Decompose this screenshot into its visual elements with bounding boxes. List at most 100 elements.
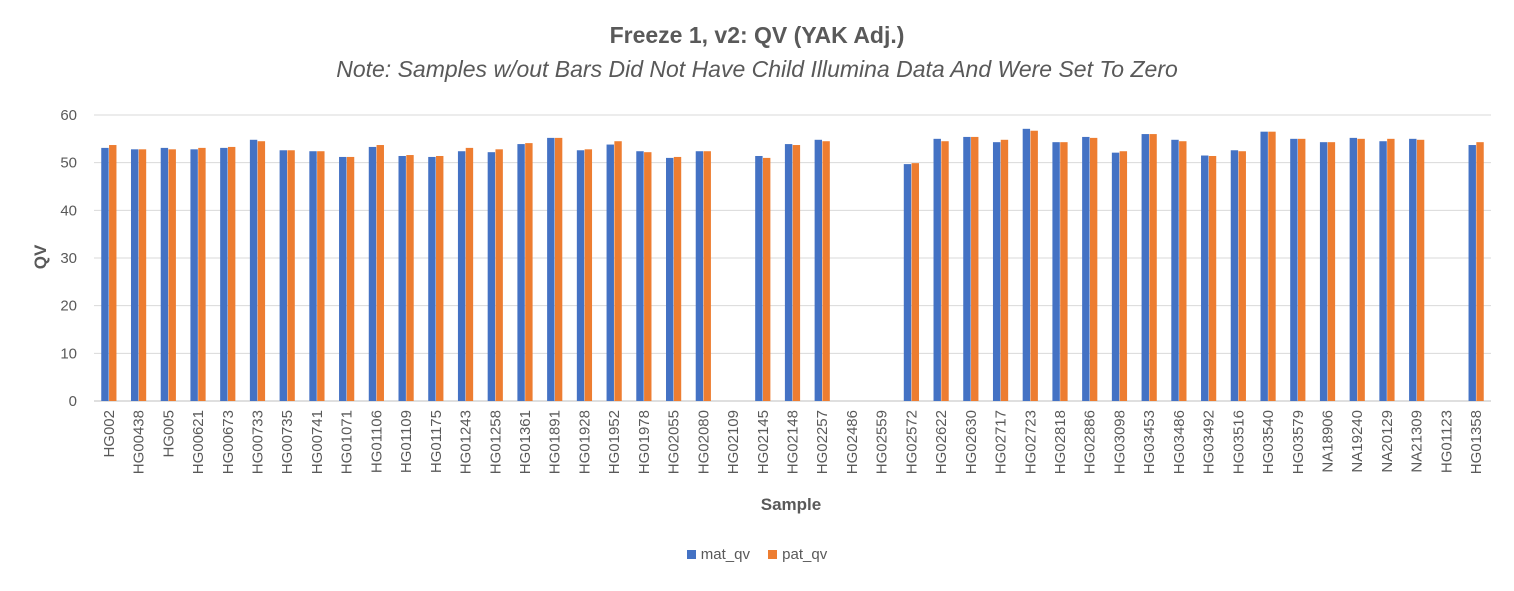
bar-mat_qv-HG01071 <box>339 156 347 401</box>
bar-pat_qv-HG02257 <box>822 141 830 401</box>
bars <box>101 128 1484 402</box>
x-tick-label: HG02559 <box>874 410 891 474</box>
y-tick-label: 60 <box>60 107 77 124</box>
x-tick-label: HG01978 <box>636 410 653 474</box>
bar-mat_qv-HG01109 <box>398 155 406 401</box>
bar-pat_qv-HG02148 <box>792 145 801 401</box>
bar-mat_qv-HG02886 <box>1082 136 1090 401</box>
bar-mat_qv-HG01243 <box>457 151 466 401</box>
bar-mat_qv-HG01106 <box>368 146 377 401</box>
bar-pat_qv-HG01243 <box>465 147 474 401</box>
bar-pat_qv-HG03098 <box>1119 151 1128 401</box>
bar-pat_qv-HG02630 <box>971 136 979 401</box>
bar-pat_qv-NA18906 <box>1327 142 1336 402</box>
bar-mat_qv-HG00735 <box>279 150 287 401</box>
bar-mat_qv-HG03516 <box>1230 150 1239 401</box>
chart-title: Freeze 1, v2: QV (YAK Adj.) <box>609 22 905 48</box>
bar-pat_qv-HG02572 <box>911 163 919 401</box>
bar-pat_qv-HG00621 <box>198 147 206 401</box>
x-tick-label: HG01175 <box>428 410 445 473</box>
bar-mat_qv-HG01358 <box>1468 145 1476 401</box>
x-tick-label: HG02486 <box>844 410 861 474</box>
bar-mat_qv-HG01361 <box>517 144 525 401</box>
bar-mat_qv-HG01928 <box>576 150 585 401</box>
bar-mat_qv-HG02630 <box>963 136 971 401</box>
x-tick-label: HG02622 <box>933 410 950 474</box>
x-tick-label: HG02080 <box>695 410 712 474</box>
x-tick-label: HG01243 <box>458 410 475 474</box>
bar-mat_qv-HG01952 <box>606 144 614 402</box>
bar-pat_qv-NA21309 <box>1416 139 1425 402</box>
bar-mat_qv-HG002 <box>101 147 109 401</box>
x-tick-label: HG01106 <box>368 410 385 473</box>
bar-pat_qv-HG03492 <box>1208 155 1217 401</box>
bar-mat_qv-HG00673 <box>220 147 228 401</box>
bar-pat_qv-HG02886 <box>1089 137 1098 401</box>
bar-mat_qv-HG03453 <box>1141 134 1149 401</box>
x-tick-label: HG02055 <box>666 410 683 474</box>
y-tick-label: 40 <box>60 202 77 219</box>
bar-pat_qv-HG01071 <box>346 156 355 401</box>
bar-pat_qv-HG02723 <box>1030 130 1038 402</box>
legend-label-pat: pat_qv <box>782 546 828 563</box>
chart-subtitle: Note: Samples w/out Bars Did Not Have Ch… <box>336 56 1178 82</box>
bar-pat_qv-HG00741 <box>317 151 325 401</box>
bar-pat_qv-HG02080 <box>703 151 711 401</box>
bar-pat_qv-HG01109 <box>406 155 414 401</box>
bar-pat_qv-HG01361 <box>525 143 533 401</box>
x-tick-label: HG02148 <box>785 410 802 474</box>
x-tick-label: HG02109 <box>725 410 742 474</box>
bar-mat_qv-HG01258 <box>487 152 496 401</box>
x-tick-label: HG01952 <box>606 410 623 474</box>
bar-pat_qv-HG03453 <box>1149 134 1157 401</box>
y-tick-label: 30 <box>60 250 77 267</box>
bar-pat_qv-NA20129 <box>1387 138 1395 401</box>
bar-pat_qv-HG01952 <box>614 141 622 401</box>
bar-pat_qv-HG00735 <box>287 150 295 401</box>
bar-pat_qv-HG02717 <box>1000 139 1009 402</box>
bar-mat_qv-NA19240 <box>1349 137 1358 401</box>
bar-pat_qv-HG01891 <box>554 137 563 401</box>
bar-mat_qv-HG03579 <box>1290 138 1298 401</box>
x-tick-label: HG02257 <box>814 410 831 474</box>
x-tick-label: HG01358 <box>1468 410 1485 474</box>
x-tick-label: NA21309 <box>1409 410 1426 473</box>
bar-mat_qv-HG00733 <box>249 139 258 402</box>
legend-item-mat: mat_qv <box>686 546 750 563</box>
bar-mat_qv-HG01978 <box>636 151 644 401</box>
x-tick-label: HG03540 <box>1260 410 1277 474</box>
x-tick-label: HG02145 <box>755 410 772 474</box>
bar-mat_qv-HG02148 <box>784 144 793 401</box>
legend-swatch-mat <box>686 550 696 559</box>
legend-label-mat: mat_qv <box>700 546 750 563</box>
x-tick-label: HG03492 <box>1201 410 1218 474</box>
x-tick-label: HG01123 <box>1438 410 1455 473</box>
bar-mat_qv-NA18906 <box>1319 142 1328 402</box>
bar-mat_qv-HG02723 <box>1022 128 1031 401</box>
x-tick-label: HG02630 <box>963 410 980 474</box>
x-tick-label: HG02717 <box>993 410 1010 474</box>
x-tick-label: HG00673 <box>220 410 237 474</box>
x-tick-label: HG01258 <box>487 410 504 474</box>
x-tick-label: HG01071 <box>339 410 356 474</box>
bar-pat_qv-HG02145 <box>762 157 771 401</box>
y-axis-label: QV <box>31 244 50 269</box>
bar-pat_qv-HG01358 <box>1476 142 1484 402</box>
x-tick-label: HG03098 <box>1111 410 1128 474</box>
x-tick-label: NA19240 <box>1349 410 1366 473</box>
x-axis-label: Sample <box>761 495 821 514</box>
bar-mat_qv-HG02257 <box>814 139 823 402</box>
x-tick-label: HG03486 <box>1171 410 1188 474</box>
bar-mat_qv-HG00741 <box>309 151 317 401</box>
bar-pat_qv-HG005 <box>168 149 176 401</box>
bar-pat_qv-HG03486 <box>1179 141 1187 401</box>
bar-mat_qv-HG03492 <box>1201 155 1209 401</box>
bar-mat_qv-HG03486 <box>1171 139 1179 402</box>
bar-pat_qv-HG03516 <box>1238 151 1246 401</box>
bar-mat_qv-HG01891 <box>547 137 555 401</box>
bar-pat_qv-HG00438 <box>138 149 147 401</box>
bar-mat_qv-HG03540 <box>1260 131 1268 401</box>
y-axis-ticks: 0 10 20 30 40 50 60 <box>60 107 77 410</box>
bar-mat_qv-HG02055 <box>666 157 674 401</box>
